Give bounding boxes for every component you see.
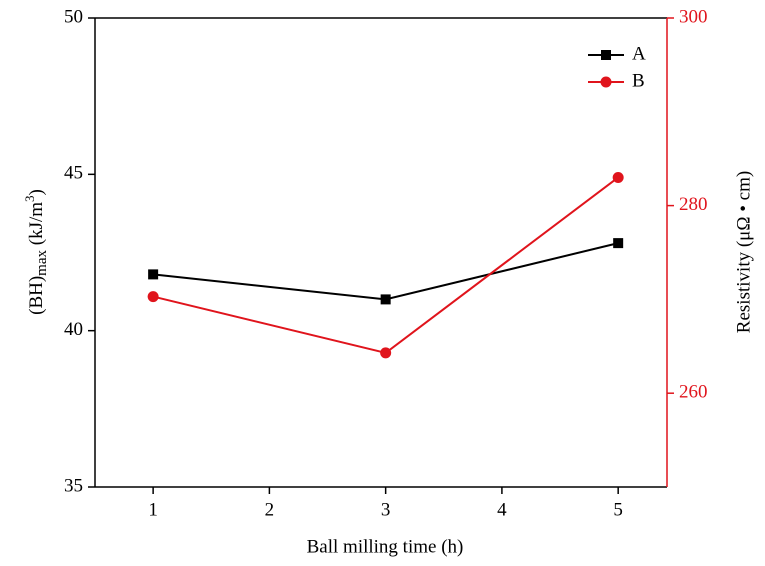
- x-axis-label: Ball milling time (h): [307, 536, 464, 557]
- series-line: [153, 242, 619, 301]
- x-tick-label: 5: [613, 499, 623, 520]
- y-tick-label: 45: [64, 163, 83, 184]
- x-tick-label: 4: [497, 499, 507, 520]
- legend-marker: [601, 50, 611, 60]
- y2-tick-label: 260: [679, 382, 708, 403]
- series-line: [152, 176, 619, 354]
- y-label-part: (kJ/m: [26, 202, 47, 250]
- legend-label: B: [632, 70, 645, 91]
- y-label-sub: max: [34, 249, 50, 275]
- y2-axis-label: Resistivity (μΩ • cm): [733, 171, 754, 333]
- legend-marker: [600, 76, 612, 88]
- y-label-sup: 3: [22, 195, 37, 202]
- y-axis-label: (BH)max (kJ/m3): [22, 189, 50, 315]
- data-point: [613, 238, 624, 249]
- x-tick-label: 1: [148, 499, 158, 520]
- y-tick-label: 35: [64, 475, 83, 496]
- y-tick-label: 50: [64, 6, 83, 27]
- y-label-part: (BH): [26, 276, 47, 315]
- data-point: [380, 294, 391, 305]
- data-point: [148, 269, 159, 280]
- x-tick-label: 3: [381, 499, 391, 520]
- data-point: [380, 347, 392, 359]
- x-tick-label: 2: [265, 499, 275, 520]
- legend-label: A: [632, 43, 646, 64]
- data-point: [612, 171, 624, 183]
- data-point: [147, 291, 159, 303]
- y-label-part: ): [26, 189, 47, 195]
- y2-tick-label: 280: [679, 194, 708, 215]
- y-tick-label: 40: [64, 319, 83, 340]
- y2-tick-label: 300: [679, 6, 708, 27]
